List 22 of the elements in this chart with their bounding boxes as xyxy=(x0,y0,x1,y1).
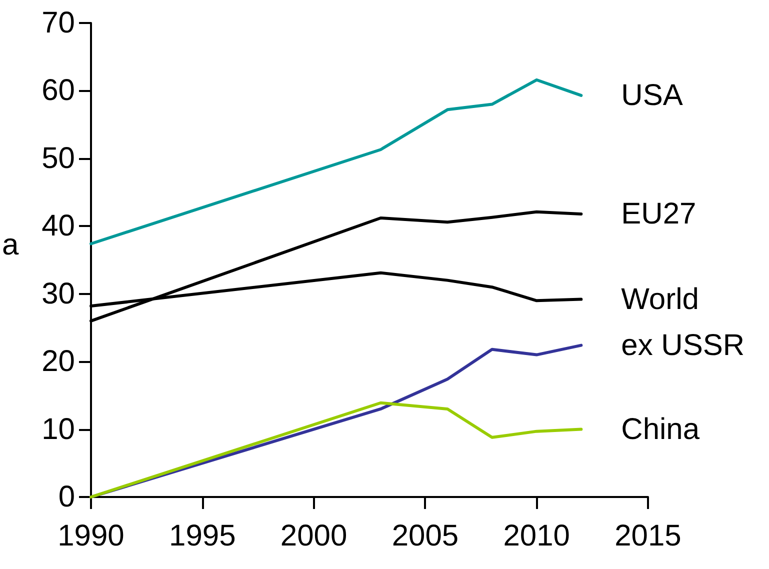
series-label: World xyxy=(621,282,699,316)
x-tick-label: 1990 xyxy=(58,520,124,552)
line-series xyxy=(90,401,583,498)
y-tick-label: 40 xyxy=(42,210,75,243)
x-tick-label: 2005 xyxy=(392,520,459,552)
y-tick-label: 20 xyxy=(42,345,75,378)
x-tick-label: 2010 xyxy=(503,520,570,552)
y-tick-label: 0 xyxy=(58,480,75,514)
y-axis-title: a xyxy=(2,228,19,262)
series-label: EU27 xyxy=(621,197,696,230)
series-label: USA xyxy=(621,78,683,112)
x-tick-label: 1995 xyxy=(169,520,236,552)
line-series xyxy=(90,78,583,246)
y-tick-label: 10 xyxy=(42,412,75,446)
x-tick-label: 2000 xyxy=(280,520,348,552)
series-label: China xyxy=(621,412,700,446)
y-tick-label: 30 xyxy=(42,277,75,310)
x-tick-label: 2015 xyxy=(614,520,682,552)
y-tick-label: 70 xyxy=(42,6,75,40)
series-label: ex USSR xyxy=(621,328,745,362)
y-tick-label: 50 xyxy=(42,142,75,175)
y-tick-label: 60 xyxy=(42,74,75,108)
